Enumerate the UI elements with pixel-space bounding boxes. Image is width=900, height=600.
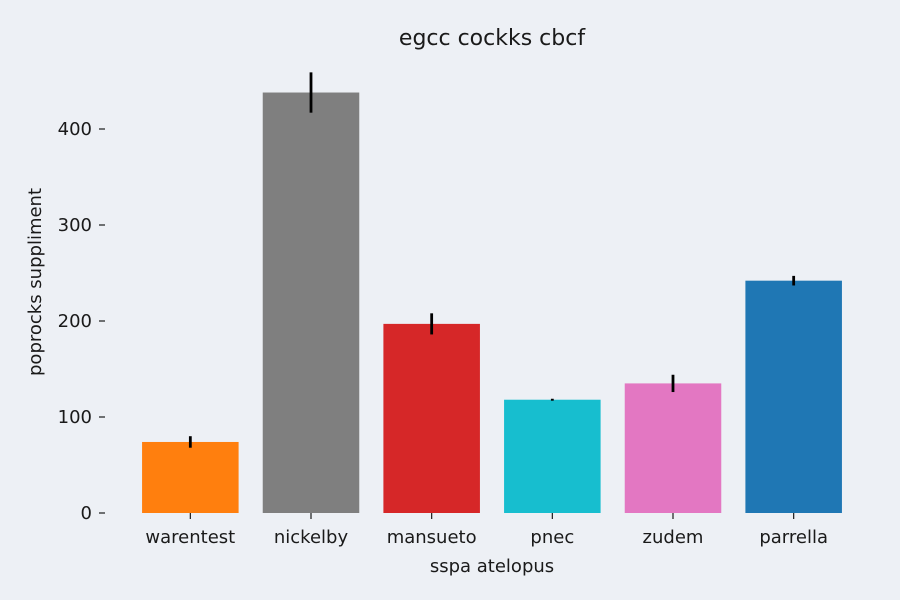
y-tick-label: 100 [58,407,92,428]
x-tick-label-mansueto: mansueto [387,527,477,548]
chart-title: egcc cockks cbcf [399,26,586,51]
bar-mansueto [383,323,480,513]
y-axis: 0 100 200 300 400 [58,119,105,524]
error-bars-group [188,72,796,448]
x-axis: warentest nickelby mansueto pnec zudem parrel… [145,513,828,548]
x-axis-label: sspa atelopus [430,556,554,577]
bars-group [142,92,842,514]
x-tick-label-pnec: pnec [530,527,574,548]
x-tick-label-zudem: zudem [643,527,704,548]
y-tick-label: 200 [58,311,92,332]
bar-zudem [624,383,722,513]
y-tick-label: 0 [81,503,92,524]
y-tick-label: 300 [58,215,92,236]
x-tick-label-warentest: warentest [145,527,235,548]
y-tick-label: 400 [58,119,92,140]
bar-parrella [745,280,842,513]
x-tick-label-parrella: parrella [759,527,828,548]
bar-warentest [142,441,239,513]
x-tick-label-nickelby: nickelby [274,527,349,548]
y-axis-label: poprocks suppliment [25,188,46,376]
bar-pnec [504,399,601,513]
bar-nickelby [262,92,360,514]
